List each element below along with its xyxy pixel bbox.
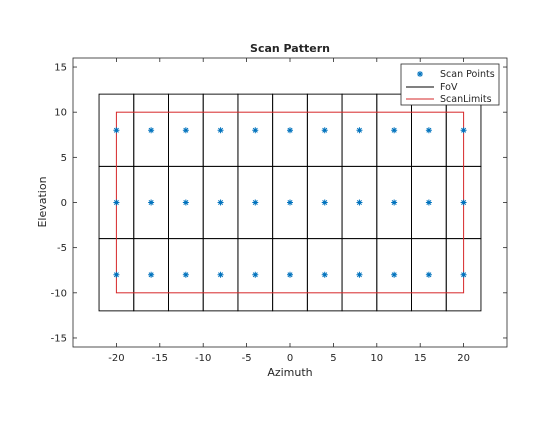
- legend-fov-label: FoV: [440, 82, 458, 93]
- scan-point: [391, 199, 398, 206]
- scan-point: [217, 127, 224, 134]
- y-tick-label: 5: [61, 153, 67, 164]
- scan-points: [113, 127, 467, 278]
- y-tick-label: 15: [54, 63, 67, 74]
- scan-point: [425, 127, 432, 134]
- scan-point: [356, 127, 363, 134]
- x-tick-label: 15: [414, 353, 427, 364]
- scan-point: [182, 127, 189, 134]
- x-tick-label: 5: [330, 353, 336, 364]
- scan-point: [287, 199, 293, 206]
- scan-point: [113, 199, 120, 206]
- y-axis-label: Elevation: [36, 176, 49, 227]
- y-tick-label: -5: [57, 243, 67, 254]
- scan-point: [425, 271, 432, 278]
- scan-point: [356, 199, 363, 206]
- scan-point: [113, 271, 120, 278]
- scan-point: [287, 271, 293, 278]
- y-tick-label: -15: [51, 333, 67, 344]
- x-tick-label: 10: [370, 353, 383, 364]
- scan-point: [113, 127, 120, 134]
- scan-point: [217, 199, 224, 206]
- chart-title: Scan Pattern: [250, 42, 330, 55]
- fov-rectangles: [98, 93, 482, 312]
- x-axis-ticks: -20 -15 -10 -5 0 5 10 15 20: [108, 58, 470, 364]
- y-tick-label: -10: [51, 288, 67, 299]
- legend-scan-points-marker: [417, 71, 423, 77]
- scan-point: [460, 127, 467, 134]
- scan-point: [182, 271, 189, 278]
- scan-point: [148, 127, 155, 134]
- x-axis-label: Azimuth: [267, 366, 312, 379]
- scan-point: [460, 199, 467, 206]
- scan-point: [182, 199, 189, 206]
- scan-point: [148, 199, 155, 206]
- y-tick-label: 0: [61, 198, 67, 209]
- x-tick-label: -15: [152, 353, 168, 364]
- x-tick-label: 0: [287, 353, 293, 364]
- scan-point: [217, 271, 224, 278]
- scan-point: [252, 127, 259, 134]
- scan-point: [287, 127, 293, 134]
- scan-point: [321, 271, 328, 278]
- legend-scan-points-label: Scan Points: [440, 69, 495, 80]
- legend: Scan Points FoV ScanLimits: [400, 63, 500, 106]
- scan-point: [148, 271, 155, 278]
- legend-scan-limits-label: ScanLimits: [440, 94, 492, 105]
- scan-point: [391, 127, 398, 134]
- x-tick-label: -10: [195, 353, 211, 364]
- scan-point: [321, 127, 328, 134]
- y-tick-label: 10: [54, 108, 67, 119]
- x-tick-label: 20: [457, 353, 470, 364]
- scan-point: [460, 271, 467, 278]
- scan-point: [356, 271, 363, 278]
- legend-asterisk-icon: [417, 71, 423, 77]
- legend-box: [400, 63, 500, 106]
- scan-point: [425, 199, 432, 206]
- scan-point: [252, 199, 259, 206]
- x-tick-label: -20: [108, 353, 124, 364]
- scan-point: [252, 271, 259, 278]
- scan-point: [391, 271, 398, 278]
- y-axis-ticks: -15 -10 -5 0 5 10 15: [51, 63, 507, 344]
- scan-point: [321, 199, 328, 206]
- x-tick-label: -5: [242, 353, 252, 364]
